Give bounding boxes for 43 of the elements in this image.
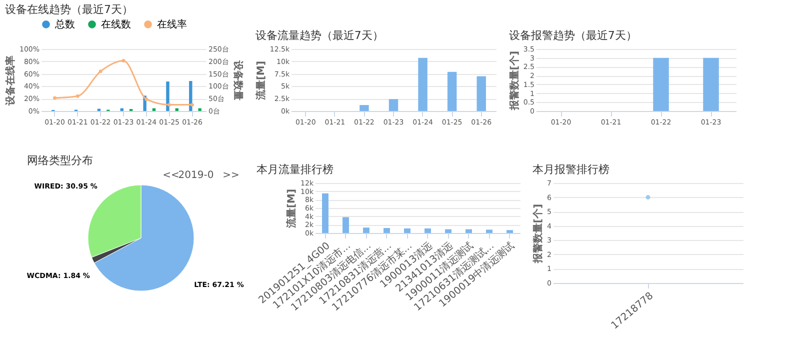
bar	[447, 72, 457, 111]
text: 2019-0	[178, 170, 214, 181]
y-axis-title: 报警数量[个]	[532, 204, 544, 264]
bar	[363, 228, 370, 233]
y-axis-title: 流量[M]	[254, 60, 267, 102]
bar	[388, 99, 398, 111]
chart-title: 本月报警排行榜	[532, 163, 610, 176]
bar	[418, 58, 428, 111]
chart-title: 设备报警趋势（最近7天）	[508, 29, 637, 42]
chart-title: 设备在线趋势（最近7天）	[4, 3, 133, 16]
text: <<	[162, 170, 180, 181]
chart-title: 网络类型分布	[26, 154, 93, 167]
legend-label: 在线率	[157, 18, 187, 30]
text: >>	[222, 170, 240, 181]
bar	[342, 217, 349, 233]
bar	[189, 80, 192, 111]
bar	[198, 108, 202, 111]
bar	[424, 228, 431, 233]
point	[144, 97, 148, 101]
legend-label: 总数	[54, 18, 75, 30]
y-axis-title: 报警数量[个]	[508, 50, 520, 112]
legend-label: 在线数	[101, 18, 131, 30]
chart-title: 本月流量排行榜	[256, 163, 334, 176]
bar	[466, 229, 472, 233]
bar	[322, 193, 328, 233]
bar	[476, 76, 486, 111]
bar	[404, 228, 410, 233]
point	[98, 70, 102, 74]
bar	[360, 105, 369, 111]
point	[122, 59, 126, 63]
point	[190, 103, 194, 107]
bar	[506, 230, 513, 233]
chart-title: 设备流量趋势（最近7天）	[255, 29, 384, 42]
bar	[486, 230, 492, 233]
bar	[166, 81, 170, 111]
point	[168, 103, 172, 107]
point	[76, 94, 80, 98]
y-axis-title: 设备在线率	[4, 56, 16, 106]
y-axis-title: 流量[M]	[286, 188, 298, 230]
bar	[445, 229, 452, 233]
y2-axis-title: 设备数量	[232, 60, 244, 100]
bar	[384, 228, 390, 233]
point	[53, 96, 56, 100]
